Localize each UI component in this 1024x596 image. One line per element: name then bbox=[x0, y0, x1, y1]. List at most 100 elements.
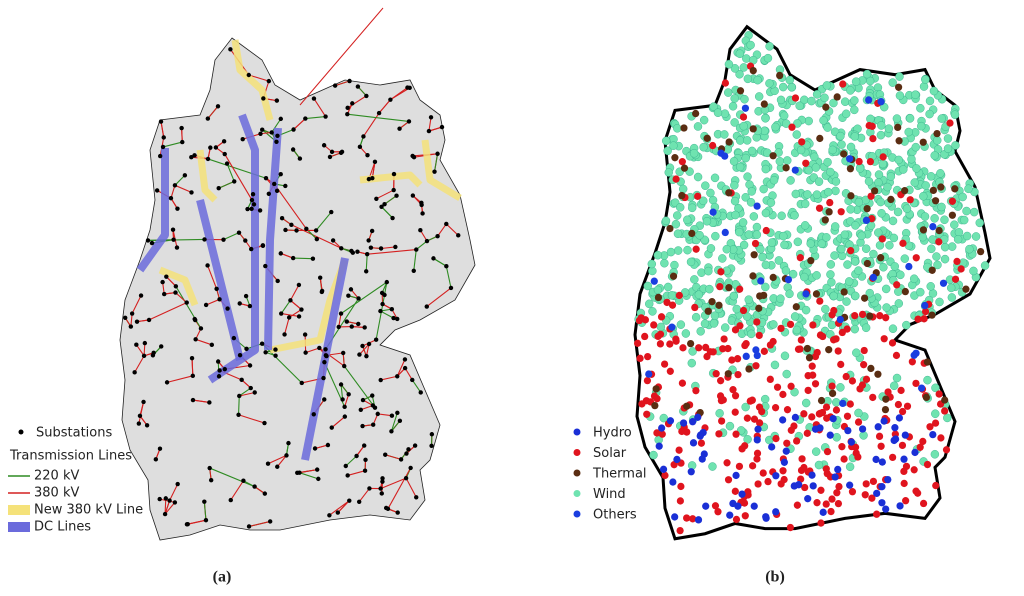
wind-plant bbox=[895, 91, 905, 100]
solar-plant bbox=[636, 354, 644, 363]
wind-plant bbox=[648, 307, 657, 316]
solar-plant bbox=[797, 475, 805, 483]
wind-plant bbox=[777, 211, 786, 221]
substation bbox=[349, 324, 354, 329]
new-380kv-line bbox=[231, 39, 274, 121]
substation bbox=[260, 243, 266, 248]
solar-plant bbox=[919, 499, 928, 508]
wind-plant bbox=[782, 369, 791, 379]
wind-plant bbox=[780, 351, 790, 361]
substation bbox=[263, 176, 269, 181]
wind-plant bbox=[761, 113, 770, 123]
wind-plant bbox=[739, 240, 749, 250]
solar-plant bbox=[736, 322, 744, 330]
transmission-line bbox=[276, 455, 287, 468]
wind-plant bbox=[850, 105, 859, 115]
caption: (a) bbox=[213, 569, 232, 586]
wind-plant bbox=[829, 98, 838, 108]
wind-plant bbox=[823, 123, 832, 132]
wind-plant bbox=[710, 311, 720, 321]
transmission-line bbox=[390, 412, 398, 432]
wind-plant bbox=[718, 254, 727, 263]
hydro-plant bbox=[726, 511, 734, 519]
wind-plant bbox=[699, 142, 708, 152]
substation bbox=[424, 304, 429, 309]
substation bbox=[336, 324, 341, 330]
solar-plant bbox=[880, 335, 888, 343]
thermal-plant bbox=[749, 272, 757, 280]
solar-plant bbox=[847, 247, 855, 255]
substation bbox=[142, 340, 148, 346]
hydro-plant bbox=[772, 508, 780, 516]
wind-plant bbox=[759, 184, 768, 194]
wind-plant bbox=[829, 291, 838, 301]
hydro-plant bbox=[847, 438, 856, 446]
solar-plant bbox=[749, 462, 757, 470]
substation bbox=[363, 457, 368, 462]
substation bbox=[380, 476, 385, 481]
transmission-line bbox=[267, 454, 287, 465]
new-380kv-line bbox=[196, 149, 218, 203]
new-380kv-line bbox=[421, 139, 462, 202]
transmission-line bbox=[203, 501, 207, 521]
thermal-plant bbox=[833, 93, 841, 101]
substation bbox=[345, 473, 350, 478]
wind-plant bbox=[804, 165, 813, 175]
solar-plant bbox=[732, 430, 740, 438]
solar-plant bbox=[914, 315, 922, 323]
substation bbox=[367, 486, 372, 491]
substation bbox=[402, 365, 408, 371]
solar-plant bbox=[653, 395, 661, 403]
substation bbox=[410, 193, 416, 198]
other-plant bbox=[939, 279, 948, 287]
solar-plant bbox=[695, 344, 703, 352]
wind-plant bbox=[696, 327, 705, 336]
wind-plant bbox=[781, 266, 791, 275]
solar-plant bbox=[848, 377, 857, 385]
wind-plant bbox=[874, 178, 883, 187]
transmission-line bbox=[230, 480, 244, 501]
substation bbox=[366, 238, 371, 243]
wind-plant bbox=[664, 168, 673, 177]
substation bbox=[170, 227, 176, 232]
wind-plant bbox=[780, 111, 789, 121]
solar-plant bbox=[802, 159, 810, 167]
solar-plant bbox=[898, 441, 907, 450]
transmission-line bbox=[415, 240, 428, 251]
solar-plant bbox=[755, 331, 763, 340]
substation bbox=[214, 286, 219, 292]
substation bbox=[266, 78, 272, 84]
hydro-plant bbox=[911, 448, 919, 457]
wind-plant bbox=[743, 74, 753, 84]
thermal-plant bbox=[807, 256, 815, 265]
solar-plant bbox=[835, 482, 843, 491]
wind-plant bbox=[943, 413, 952, 423]
wind-plant bbox=[795, 101, 804, 111]
transmission-line bbox=[405, 477, 417, 498]
legend-label: Thermal bbox=[592, 467, 647, 482]
substation bbox=[259, 341, 265, 346]
substation bbox=[397, 126, 402, 131]
substation bbox=[395, 374, 400, 379]
solar-plant bbox=[797, 336, 805, 344]
substation bbox=[290, 255, 296, 261]
solar-plant bbox=[869, 477, 878, 486]
wind-plant bbox=[769, 175, 779, 185]
substation bbox=[347, 498, 352, 503]
transmission-line bbox=[181, 128, 183, 143]
substation bbox=[402, 357, 408, 362]
transmission-line bbox=[289, 284, 300, 301]
thermal-plant bbox=[703, 134, 711, 143]
solar-plant bbox=[641, 332, 649, 341]
wind-plant bbox=[763, 53, 773, 63]
substation bbox=[303, 350, 308, 355]
legend-marker bbox=[18, 429, 24, 435]
wind-plant bbox=[643, 281, 652, 291]
substation bbox=[243, 238, 248, 243]
wind-plant bbox=[752, 222, 762, 232]
wind-plant bbox=[687, 358, 696, 368]
substation bbox=[370, 403, 376, 408]
wind-plant bbox=[831, 177, 841, 186]
transmission-line bbox=[380, 310, 394, 319]
substation bbox=[382, 201, 387, 207]
